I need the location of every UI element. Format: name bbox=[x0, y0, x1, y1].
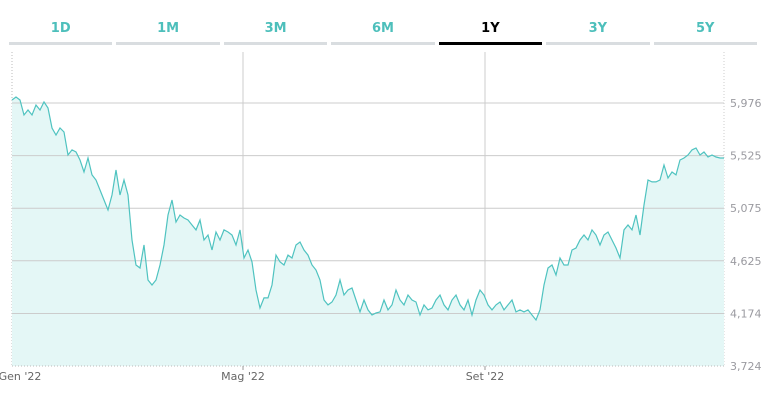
x-tick-label: Set '22 bbox=[466, 370, 505, 383]
range-tabs: 1D 1M 3M 6M 1Y 3Y 5Y bbox=[9, 14, 757, 45]
tab-6m[interactable]: 6M bbox=[331, 14, 435, 45]
y-tick-label: 3,724 bbox=[730, 360, 762, 373]
y-tick-label: 4,174 bbox=[730, 307, 762, 320]
tab-5y[interactable]: 5Y bbox=[653, 14, 757, 45]
y-tick-label: 5,525 bbox=[730, 150, 762, 163]
tab-1m[interactable]: 1M bbox=[116, 14, 220, 45]
tab-1y[interactable]: 1Y bbox=[438, 14, 543, 45]
x-tick-label: Gen '22 bbox=[0, 370, 41, 383]
tab-3y[interactable]: 3Y bbox=[546, 14, 650, 45]
tab-1d[interactable]: 1D bbox=[9, 14, 113, 45]
y-tick-label: 5,075 bbox=[730, 202, 762, 215]
y-tick-label: 5,976 bbox=[730, 97, 762, 110]
area-fill bbox=[12, 97, 724, 366]
price-line bbox=[11, 96, 724, 322]
y-tick-label: 4,625 bbox=[730, 255, 762, 268]
tab-3m[interactable]: 3M bbox=[223, 14, 328, 45]
x-tick-label: Mag '22 bbox=[221, 370, 265, 383]
